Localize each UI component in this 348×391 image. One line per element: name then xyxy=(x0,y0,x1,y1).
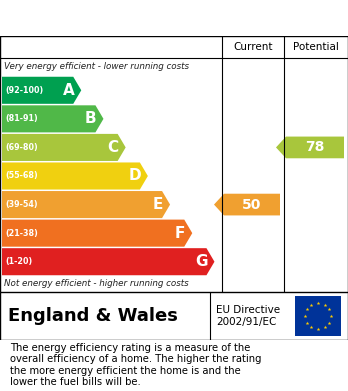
Text: C: C xyxy=(108,140,119,155)
Text: Energy Efficiency Rating: Energy Efficiency Rating xyxy=(10,11,232,25)
Text: (39-54): (39-54) xyxy=(5,200,38,209)
Text: (55-68): (55-68) xyxy=(5,172,38,181)
Polygon shape xyxy=(2,105,103,133)
Text: Potential: Potential xyxy=(293,42,339,52)
Polygon shape xyxy=(276,136,344,158)
Text: 50: 50 xyxy=(242,197,262,212)
Text: Not energy efficient - higher running costs: Not energy efficient - higher running co… xyxy=(4,280,189,289)
Polygon shape xyxy=(2,220,192,247)
Text: F: F xyxy=(175,226,185,240)
Text: England & Wales: England & Wales xyxy=(8,307,178,325)
Text: (21-38): (21-38) xyxy=(5,229,38,238)
Bar xyxy=(295,296,341,336)
Text: (69-80): (69-80) xyxy=(5,143,38,152)
Polygon shape xyxy=(214,194,280,215)
Polygon shape xyxy=(2,191,170,218)
Polygon shape xyxy=(2,77,81,104)
Text: B: B xyxy=(85,111,96,126)
Text: D: D xyxy=(128,169,141,183)
Text: The energy efficiency rating is a measure of the
overall efficiency of a home. T: The energy efficiency rating is a measur… xyxy=(10,343,262,387)
Text: (1-20): (1-20) xyxy=(5,257,32,266)
Text: G: G xyxy=(195,254,207,269)
Text: A: A xyxy=(63,83,74,98)
Polygon shape xyxy=(2,248,214,275)
Text: Very energy efficient - lower running costs: Very energy efficient - lower running co… xyxy=(4,63,189,72)
Text: (81-91): (81-91) xyxy=(5,114,38,123)
Text: 78: 78 xyxy=(305,140,325,154)
Text: EU Directive
2002/91/EC: EU Directive 2002/91/EC xyxy=(216,305,280,327)
Text: Current: Current xyxy=(233,42,273,52)
Polygon shape xyxy=(2,163,148,190)
Text: E: E xyxy=(153,197,163,212)
Text: (92-100): (92-100) xyxy=(5,86,43,95)
Polygon shape xyxy=(2,134,126,161)
